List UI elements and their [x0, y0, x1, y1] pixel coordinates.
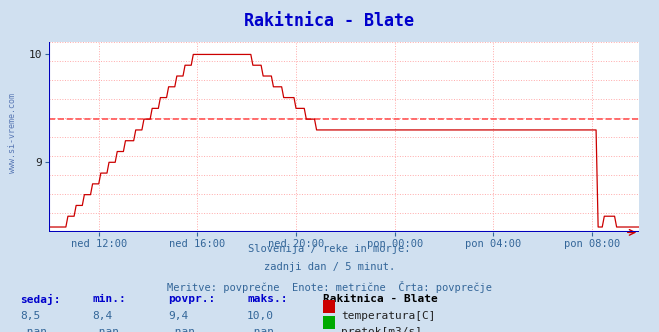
Text: 8,5: 8,5 — [20, 311, 40, 321]
Text: Rakitnica - Blate: Rakitnica - Blate — [323, 294, 438, 304]
Text: sedaj:: sedaj: — [20, 294, 60, 305]
Text: temperatura[C]: temperatura[C] — [341, 311, 436, 321]
Text: Meritve: povprečne  Enote: metrične  Črta: povprečje: Meritve: povprečne Enote: metrične Črta:… — [167, 281, 492, 292]
Text: pretok[m3/s]: pretok[m3/s] — [341, 327, 422, 332]
Text: 9,4: 9,4 — [168, 311, 188, 321]
Text: povpr.:: povpr.: — [168, 294, 215, 304]
Text: -nan: -nan — [92, 327, 119, 332]
Text: min.:: min.: — [92, 294, 126, 304]
Text: -nan: -nan — [247, 327, 274, 332]
Text: -nan: -nan — [20, 327, 47, 332]
Text: zadnji dan / 5 minut.: zadnji dan / 5 minut. — [264, 262, 395, 272]
Text: 10,0: 10,0 — [247, 311, 274, 321]
Text: maks.:: maks.: — [247, 294, 287, 304]
Text: -nan: -nan — [168, 327, 195, 332]
Text: Rakitnica - Blate: Rakitnica - Blate — [244, 12, 415, 30]
Text: www.si-vreme.com: www.si-vreme.com — [8, 93, 17, 173]
Text: Slovenija / reke in morje.: Slovenija / reke in morje. — [248, 244, 411, 254]
Text: 8,4: 8,4 — [92, 311, 113, 321]
